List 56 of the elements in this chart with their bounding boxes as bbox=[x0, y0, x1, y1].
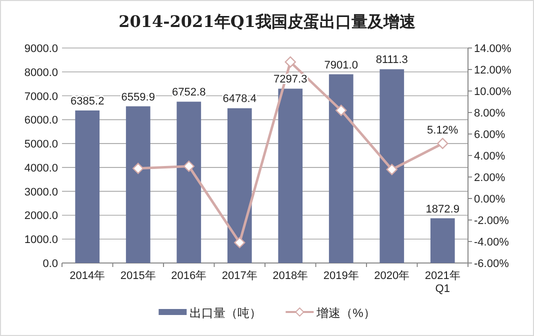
y2-tick-label: 14.00% bbox=[474, 43, 512, 55]
y2-tick-label: 10.00% bbox=[474, 86, 512, 98]
point bbox=[386, 164, 398, 176]
y2-tick-label: 6.00% bbox=[474, 129, 506, 141]
y-tick-label: 7000.0 bbox=[24, 90, 58, 103]
x-tick-label: 2021年Q1 bbox=[424, 270, 460, 295]
point bbox=[336, 104, 347, 116]
point bbox=[234, 236, 246, 248]
bar bbox=[430, 218, 455, 263]
data-label: 7901.0 bbox=[324, 59, 358, 72]
y2-tick-label: -6.00% bbox=[474, 258, 510, 270]
data-label: 1872.9 bbox=[426, 203, 460, 216]
bar bbox=[380, 69, 404, 263]
point bbox=[437, 138, 448, 150]
bar bbox=[126, 106, 150, 263]
bar bbox=[176, 102, 202, 263]
y2-tick-label: 8.00% bbox=[474, 108, 506, 120]
legend-label: 增速（%） bbox=[316, 306, 376, 320]
y2-tick-label: 0.00% bbox=[474, 194, 506, 206]
x-tick-label: 2017年 bbox=[222, 270, 258, 282]
x-tick-label: 2020年 bbox=[374, 270, 410, 282]
y-tick-label: 3000.0 bbox=[24, 186, 58, 198]
x-tick-label: 2015年 bbox=[120, 270, 156, 282]
point bbox=[284, 56, 296, 68]
data-label: 6752.8 bbox=[172, 86, 206, 99]
data-label: 6478.4 bbox=[222, 93, 256, 106]
bar bbox=[227, 108, 252, 263]
chart-title: 2014-2021年Q1我国皮蛋出口量及增速 bbox=[118, 12, 416, 31]
y-tick-label: 6000.0 bbox=[24, 114, 58, 127]
data-label: 5.12% bbox=[427, 124, 458, 136]
y2-tick-label: 2.00% bbox=[474, 172, 506, 184]
y2-tick-label: 4.00% bbox=[474, 150, 506, 162]
y-tick-label: 8000.0 bbox=[24, 66, 58, 79]
bar bbox=[278, 88, 303, 263]
data-label: 6385.2 bbox=[70, 95, 104, 108]
bar bbox=[75, 110, 100, 263]
data-label: 8111.3 bbox=[376, 54, 408, 66]
y-tick-label: 9000.0 bbox=[24, 43, 58, 55]
x-tick-label: 2019年 bbox=[323, 270, 359, 282]
point bbox=[183, 160, 194, 172]
y-tick-label: 1000.0 bbox=[24, 234, 58, 246]
y2-tick-label: 12.00% bbox=[474, 64, 512, 76]
y-tick-label: 2000.0 bbox=[24, 210, 58, 222]
y-tick-label: 4000.0 bbox=[24, 162, 58, 174]
data-label: 6559.9 bbox=[121, 91, 155, 104]
y2-tick-label: -2.00% bbox=[474, 215, 510, 227]
x-tick-label: 2016年 bbox=[171, 270, 207, 282]
y-tick-label: 5000.0 bbox=[24, 138, 58, 151]
legend-label: 出口量（吨） bbox=[190, 306, 262, 320]
x-tick-label: 2018年 bbox=[272, 270, 308, 282]
point bbox=[132, 162, 144, 174]
bar bbox=[328, 74, 354, 263]
x-tick-label: 2014年 bbox=[70, 270, 106, 282]
y2-tick-label: -4.00% bbox=[474, 236, 510, 248]
y-tick-label: 0.0 bbox=[42, 258, 58, 270]
data-label: 7297.3 bbox=[274, 74, 308, 86]
